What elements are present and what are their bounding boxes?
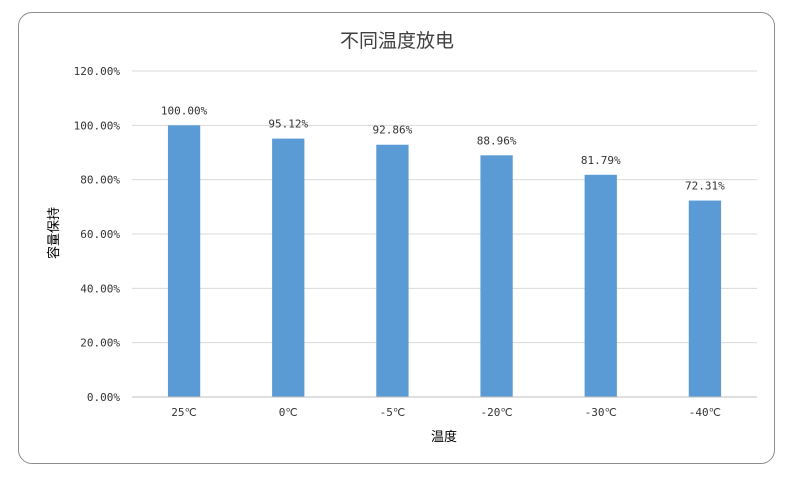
chart-title: 不同温度放电 xyxy=(340,30,454,52)
bar xyxy=(376,144,409,397)
x-tick-label: -30℃ xyxy=(585,406,617,419)
x-tick-label: -5℃ xyxy=(380,406,406,419)
x-axis-title: 温度 xyxy=(431,429,457,445)
data-label: 81.79% xyxy=(581,154,621,167)
x-tick-label: -20℃ xyxy=(480,406,512,419)
data-label: 88.96% xyxy=(477,134,517,147)
data-label: 95.12% xyxy=(268,118,308,131)
y-axis-title: 容量保持 xyxy=(46,207,62,259)
bar xyxy=(272,138,305,397)
bar xyxy=(688,200,722,397)
data-label: 92.86% xyxy=(373,124,413,137)
bar xyxy=(480,155,513,397)
y-tick-label: 100.00% xyxy=(74,119,121,132)
data-label: 72.31% xyxy=(685,180,725,193)
gridlines xyxy=(132,70,757,344)
y-tick-label: 20.00% xyxy=(80,337,120,350)
bars xyxy=(167,125,722,397)
x-tick-label: 25℃ xyxy=(171,406,197,419)
y-tick-label: 80.00% xyxy=(80,174,120,187)
x-tick-label: 0℃ xyxy=(279,406,298,419)
y-tick-label: 0.00% xyxy=(87,391,120,404)
y-tick-label: 120.00% xyxy=(74,65,121,78)
bar xyxy=(584,174,617,397)
y-tick-label: 60.00% xyxy=(80,228,120,241)
x-axis-ticks: 25℃ 0℃ -5℃ -20℃ -30℃ -40℃ xyxy=(171,406,721,419)
y-axis-ticks: 0.00% 20.00% 40.00% 60.00% 80.00% 100.00% 120.… xyxy=(74,65,121,404)
bar xyxy=(167,125,201,397)
data-labels: 100.00% 95.12% 92.86% 88.96% 81.79% 72.31% xyxy=(161,104,725,192)
y-tick-label: 40.00% xyxy=(80,282,120,295)
x-tick-label: -40℃ xyxy=(689,406,721,419)
data-label: 100.00% xyxy=(161,104,208,117)
